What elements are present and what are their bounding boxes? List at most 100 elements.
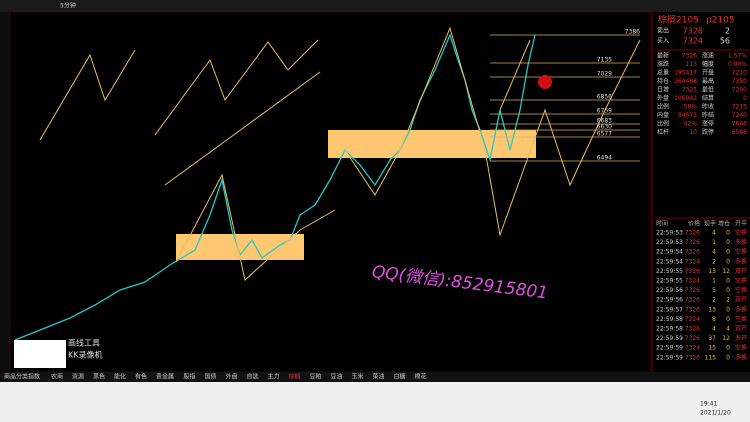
stat-cell: 结算: [702, 94, 714, 102]
tick-cell: 0: [726, 258, 730, 265]
date: 2021/1/20: [700, 410, 731, 417]
tick-cell: 7326: [685, 335, 700, 342]
tick-cell: 22:59:59: [656, 335, 683, 342]
stat-cell: 内盘: [657, 111, 669, 119]
stat-cell: 7325: [682, 87, 697, 94]
bottom-tab[interactable]: 股指: [184, 373, 196, 381]
contract-code: p2105: [706, 16, 735, 26]
stat-cell: 最新: [657, 52, 669, 60]
tick-header: 增仓: [718, 220, 730, 228]
tick-cell: 1: [712, 239, 716, 246]
bottom-tab[interactable]: 豆粕: [310, 373, 322, 381]
left-toolbar: [0, 12, 10, 372]
stat-cell: 7240: [732, 112, 747, 119]
tick-cell: 空换: [735, 248, 747, 256]
period[interactable]: 5分钟: [60, 2, 76, 10]
tick-cell: 空换: [735, 315, 747, 323]
tick-cell: 0: [726, 345, 730, 352]
bottom-tab[interactable]: 白糖: [394, 373, 406, 381]
bottom-tab[interactable]: 棕榈: [289, 373, 301, 381]
level-label: 7029: [597, 71, 612, 78]
bottom-tab[interactable]: 有色: [135, 373, 147, 381]
stat-cell: 跌停: [702, 128, 714, 136]
level-label: 6630: [597, 124, 612, 131]
book-cell: 7328: [683, 27, 703, 36]
tick-cell: 0: [726, 354, 730, 361]
taskbar: [0, 382, 750, 422]
tick-cell: 多换: [735, 238, 747, 246]
tick-cell: 7326: [685, 326, 700, 333]
tick-cell: 37: [708, 335, 716, 342]
stat-cell: 日增: [657, 86, 669, 94]
bottom-tab[interactable]: 能化: [114, 373, 126, 381]
tick-cell: 双开: [735, 268, 747, 275]
stat-cell: 7210: [732, 70, 747, 77]
stat-cell: 58%: [684, 104, 698, 111]
tick-cell: 1: [712, 278, 716, 285]
tick-cell: 12: [722, 268, 730, 275]
stat-cell: 外盘: [657, 94, 669, 102]
tick-cell: 7326: [685, 239, 700, 246]
tick-cell: 115: [705, 354, 717, 361]
tick-cell: 2: [712, 258, 716, 265]
bottom-tab[interactable]: 国债: [205, 373, 217, 381]
tick-cell: 多换: [735, 305, 747, 313]
tick-cell: 22:59:54: [656, 258, 683, 265]
tick-cell: 7326: [685, 354, 700, 361]
tick-cell: 12: [722, 335, 730, 342]
bottom-tab[interactable]: 农商: [51, 373, 63, 381]
book-cell: 2: [725, 27, 730, 36]
stat-cell: 开盘: [702, 69, 714, 77]
stat-cell: 7200: [732, 87, 747, 94]
tick-cell: 7326: [685, 268, 700, 275]
tick-cell: 2: [712, 297, 716, 304]
tick-cell: 0: [726, 316, 730, 323]
bottom-tab[interactable]: 豆油: [331, 373, 343, 381]
stat-cell: 持仓: [657, 77, 669, 85]
tick-cell: 空换: [735, 344, 747, 352]
stat-cell: 94573: [678, 112, 697, 119]
drawings: [39, 26, 641, 281]
tick-header: 现手: [704, 220, 716, 228]
bottom-tab[interactable]: 外盘: [226, 373, 238, 381]
bottom-tab[interactable]: 菜油: [373, 373, 385, 381]
bottom-tab[interactable]: 棉花: [415, 373, 427, 381]
stat-cell: 涨速: [702, 52, 714, 60]
tick-cell: 22:59:58: [656, 326, 683, 333]
stat-cell: 7666: [732, 121, 747, 128]
bottom-tab[interactable]: 自选: [247, 373, 259, 381]
tool-palette[interactable]: [14, 340, 66, 368]
bottom-tab[interactable]: 资源: [72, 373, 84, 381]
tick-cell: 双开: [735, 297, 747, 304]
stat-cell: 0.00%: [728, 61, 747, 68]
tick-header: 开平: [735, 221, 747, 228]
tick-cell: 7326: [685, 230, 700, 237]
tick-cell: 多换: [735, 353, 747, 361]
bottom-tab[interactable]: 玉米: [352, 373, 364, 381]
bottom-tab[interactable]: 贵金属: [156, 373, 174, 381]
bottom-tab[interactable]: 主力: [268, 373, 280, 381]
tick-cell: 0: [726, 230, 730, 237]
tick-cell: 13: [708, 306, 716, 313]
bottom-tab[interactable]: 黑色: [93, 373, 105, 381]
stat-cell: 昨结: [702, 111, 714, 119]
stat-cell: 最高: [702, 77, 714, 85]
clock: 19:41: [700, 401, 717, 408]
tick-cell: 空换: [735, 286, 747, 294]
tick-cell: 0: [726, 306, 730, 313]
tick-cell: 0: [726, 239, 730, 246]
tick-cell: 13: [708, 268, 716, 275]
tick-cell: 7326: [685, 297, 700, 304]
stat-cell: 10: [689, 129, 697, 136]
tick-cell: 7326: [685, 287, 700, 294]
tick-cell: 8: [712, 316, 716, 323]
stat-cell: 比例: [657, 120, 669, 128]
tick-cell: 0: [726, 278, 730, 285]
bottom-tab[interactable]: 商品分类指数: [4, 373, 40, 381]
stat-cell: 7213: [732, 104, 747, 111]
stat-cell: 6588: [732, 129, 747, 136]
tick-cell: 7326: [685, 306, 700, 313]
level-label: 7386: [625, 29, 640, 36]
